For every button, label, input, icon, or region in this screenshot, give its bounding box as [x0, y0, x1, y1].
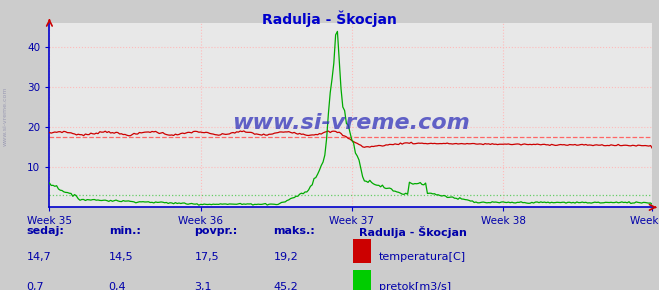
- Bar: [353, 270, 371, 290]
- Text: sedaj:: sedaj:: [26, 226, 64, 236]
- Text: www.si-vreme.com: www.si-vreme.com: [232, 113, 470, 133]
- Text: 14,7: 14,7: [26, 252, 51, 262]
- Text: 17,5: 17,5: [194, 252, 219, 262]
- Text: 0,4: 0,4: [109, 282, 127, 290]
- Text: Radulja - Škocjan: Radulja - Škocjan: [262, 10, 397, 27]
- Text: min.:: min.:: [109, 226, 140, 236]
- Text: 45,2: 45,2: [273, 282, 299, 290]
- Text: www.si-vreme.com: www.si-vreme.com: [3, 86, 8, 146]
- Bar: [353, 239, 371, 263]
- Text: povpr.:: povpr.:: [194, 226, 238, 236]
- Text: 14,5: 14,5: [109, 252, 133, 262]
- Text: Radulja - Škocjan: Radulja - Škocjan: [359, 226, 467, 238]
- Text: 3,1: 3,1: [194, 282, 212, 290]
- Text: 0,7: 0,7: [26, 282, 44, 290]
- Text: maks.:: maks.:: [273, 226, 315, 236]
- Text: 19,2: 19,2: [273, 252, 299, 262]
- Text: pretok[m3/s]: pretok[m3/s]: [379, 282, 451, 290]
- Text: temperatura[C]: temperatura[C]: [379, 252, 466, 262]
